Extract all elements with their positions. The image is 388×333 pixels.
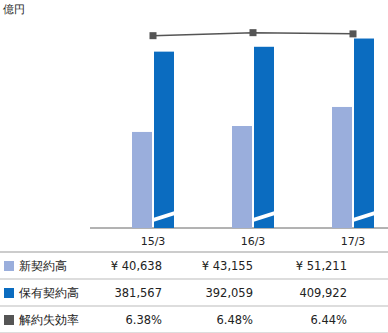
legend-swatch (4, 315, 14, 325)
table-rule (0, 279, 388, 280)
data-label: ¥ 51,211 (296, 259, 347, 273)
table-rule (0, 252, 388, 253)
axis-break (153, 211, 175, 222)
data-label: 392,059 (205, 286, 253, 300)
category-label: 16/3 (241, 235, 266, 248)
bar (354, 39, 374, 228)
bar (132, 132, 152, 228)
data-label: 6.44% (310, 313, 347, 327)
legend-swatch (4, 261, 14, 271)
bar (232, 126, 252, 228)
marker (250, 29, 257, 36)
category-label: 15/3 (141, 235, 166, 248)
data-label: 409,922 (299, 286, 347, 300)
marker (150, 32, 157, 39)
chart: 億円 15/3 16/3 17/3 新契約高 ¥ 40,638 ¥ 43,155 ¥ 51,2… (0, 0, 388, 333)
legend-label: 保有契約高 (19, 286, 79, 300)
data-label: 6.48% (216, 313, 253, 327)
data-label: 381,567 (114, 286, 162, 300)
legend-swatch (4, 288, 14, 298)
data-label: 6.38% (125, 313, 162, 327)
legend-label: 新契約高 (19, 259, 67, 273)
data-label: ¥ 40,638 (111, 259, 162, 273)
axis-break (253, 211, 275, 222)
marker (350, 30, 357, 37)
bar (332, 107, 352, 228)
unit-label: 億円 (3, 3, 25, 16)
data-label: ¥ 43,155 (202, 259, 253, 273)
bar (254, 47, 274, 228)
axis-break (353, 211, 375, 222)
legend-label: 解約失効率 (19, 313, 79, 327)
category-label: 17/3 (341, 235, 366, 248)
plot-area (132, 29, 375, 228)
table-rule (0, 306, 388, 307)
bar (154, 52, 174, 228)
